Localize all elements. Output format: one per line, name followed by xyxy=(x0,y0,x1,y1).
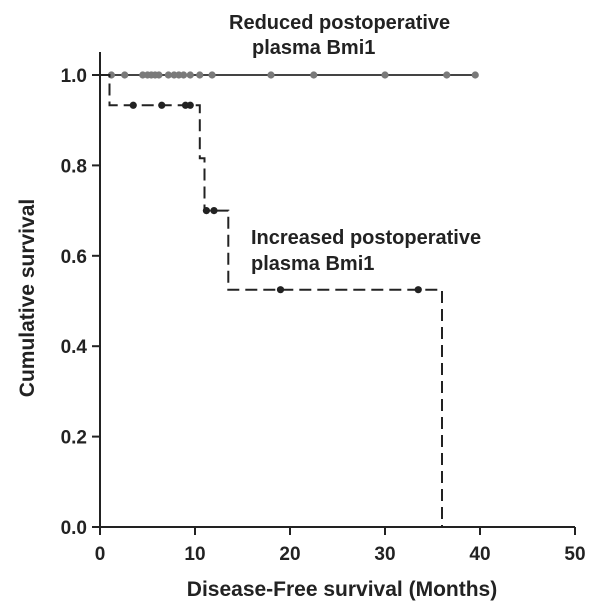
x-axis-title: Disease-Free survival (Months) xyxy=(187,578,497,601)
censor-point xyxy=(471,71,479,79)
censor-point xyxy=(180,71,188,79)
x-tick-label: 40 xyxy=(469,544,490,565)
censor-point xyxy=(267,71,275,79)
censor-point xyxy=(186,101,194,109)
annotation-reduced-line2: plasma Bmi1 xyxy=(252,37,375,59)
y-tick-label: 0.4 xyxy=(61,337,88,358)
series-group xyxy=(100,71,479,79)
censor-point xyxy=(443,71,451,79)
censor-point xyxy=(158,101,166,109)
annotation-increased-line1: Increased postoperative xyxy=(251,227,481,249)
censor-point xyxy=(164,71,172,79)
censor-point xyxy=(129,101,137,109)
censor-point xyxy=(208,71,216,79)
y-tick-label: 1.0 xyxy=(61,66,87,87)
series-group xyxy=(100,74,443,527)
ticks: 0 10 20 30 40 50 0.0 0.2 0.4 0.6 0.8 1.0 xyxy=(61,66,586,565)
censor-point xyxy=(121,71,129,79)
x-tick-label: 30 xyxy=(374,544,395,565)
censor-point xyxy=(276,286,285,294)
y-tick-label: 0.0 xyxy=(61,518,87,539)
censor-point xyxy=(310,71,318,79)
censor-point xyxy=(381,71,389,79)
censor-point xyxy=(210,207,218,215)
censor-point xyxy=(202,207,210,215)
series-dashed-line xyxy=(100,74,443,527)
censor-point xyxy=(414,286,422,294)
x-tick-label: 20 xyxy=(279,544,300,565)
x-tick-label: 0 xyxy=(95,544,106,565)
censor-point xyxy=(155,71,163,79)
annotation-increased-line2: plasma Bmi1 xyxy=(251,253,374,275)
x-tick-label: 50 xyxy=(564,544,585,565)
axes xyxy=(99,52,575,528)
y-tick-label: 0.8 xyxy=(61,156,87,177)
series-layer xyxy=(100,71,479,527)
y-tick-label: 0.6 xyxy=(61,247,87,268)
censor-point xyxy=(196,71,204,79)
y-axis-title: Cumulative survival xyxy=(16,199,39,397)
annotation-reduced-line1: Reduced postoperative xyxy=(229,12,450,34)
x-tick-label: 10 xyxy=(184,544,205,565)
censor-point xyxy=(186,71,194,79)
y-tick-label: 0.2 xyxy=(61,428,87,449)
